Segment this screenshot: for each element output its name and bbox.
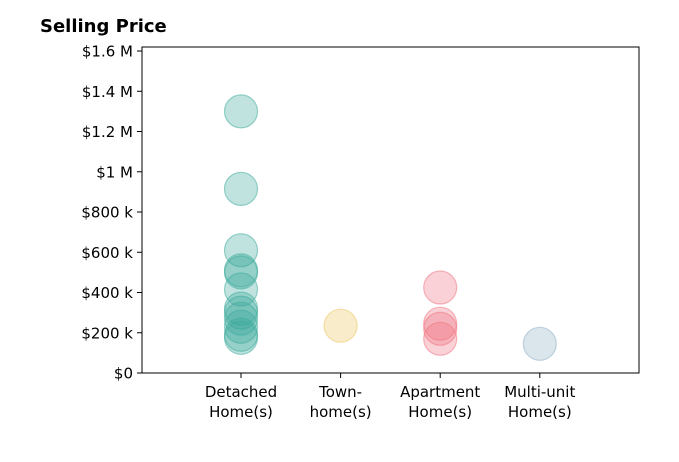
x-tick-label: Multi-unit Home(s) [504,383,575,421]
y-tick-label: $600 k [81,244,133,262]
data-point [223,94,259,129]
x-tick-label: Town-home(s) [310,383,372,421]
chart-title: Selling Price [40,16,167,37]
y-tick-label: $400 k [81,284,133,302]
data-point [223,320,259,355]
data-point [223,255,259,290]
y-tick-label: $1 M [96,163,133,181]
y-tick-label: $1.4 M [82,83,133,101]
y-tick-label: $1.6 M [82,43,133,61]
y-tick-label: $0 [114,365,133,383]
data-point [423,311,458,346]
y-tick-label: $1.2 M [82,123,133,141]
y-tick-label: $800 k [81,204,133,222]
x-tick-label: Apartment Home(s) [400,383,480,421]
data-point [522,326,557,361]
data-point [323,308,358,343]
data-point [423,306,458,341]
data-point [423,321,458,356]
data-point [223,171,259,206]
plot-frame [141,46,640,374]
data-point [223,309,259,344]
data-point [423,270,458,305]
y-tick-label: $200 k [81,324,133,342]
x-tick-label: Detached Home(s) [205,383,277,421]
